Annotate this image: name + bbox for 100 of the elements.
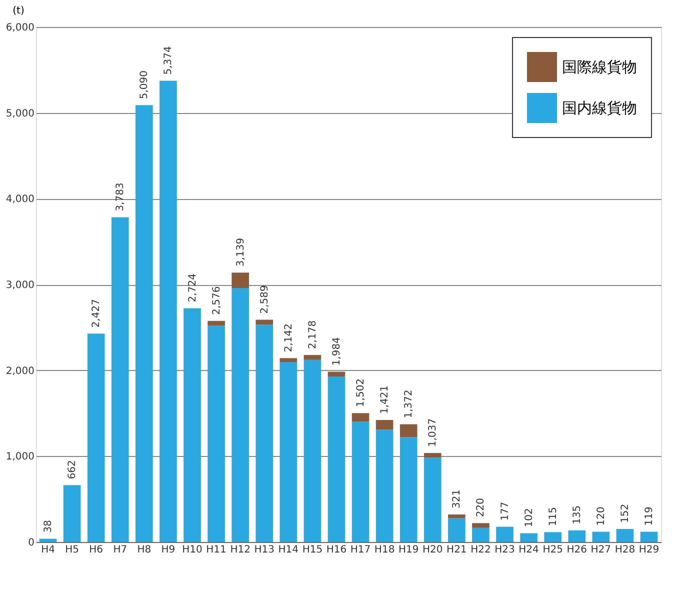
total-label: 38	[43, 520, 54, 533]
y-tick-label: 1,000	[6, 452, 34, 463]
bar	[136, 105, 153, 542]
bar	[496, 526, 514, 542]
bar	[280, 358, 298, 362]
total-label: 1,984	[331, 337, 342, 366]
x-tick-label: H23	[494, 544, 515, 556]
total-label: 2,589	[259, 285, 270, 314]
bar	[520, 533, 538, 542]
bar	[304, 355, 322, 360]
x-tick-label: H21	[446, 544, 467, 556]
total-label: 135	[572, 505, 583, 524]
total-label: 152	[620, 504, 631, 523]
total-label: 119	[644, 506, 655, 526]
total-label: 220	[476, 498, 487, 518]
x-tick-label: H11	[206, 544, 226, 556]
legend-label: 国際線貨物	[562, 58, 637, 76]
x-tick-label: H7	[113, 544, 128, 556]
x-tick-label: H17	[350, 544, 371, 556]
y-axis-title: (t)	[12, 6, 24, 16]
bar	[111, 217, 129, 542]
total-label: 1,372	[404, 390, 415, 418]
bar	[448, 518, 466, 542]
bar	[544, 532, 562, 542]
x-tick-label: H13	[254, 544, 274, 556]
bar	[424, 452, 442, 458]
total-label: 2,724	[187, 274, 198, 302]
total-label: 3,783	[115, 182, 126, 212]
x-tick-label: H12	[230, 544, 250, 556]
x-tick-label: H27	[590, 544, 612, 556]
bar	[424, 458, 442, 542]
bar	[448, 514, 466, 518]
x-tick-label: H9	[161, 544, 176, 556]
y-tick-label: 3,000	[6, 280, 34, 291]
x-tick-label: H18	[374, 544, 395, 556]
bar	[232, 272, 249, 288]
x-tick-label: H14	[278, 544, 299, 556]
total-label: 2,142	[283, 324, 294, 352]
bar	[328, 376, 346, 542]
bar	[568, 530, 586, 542]
bar	[256, 324, 274, 542]
total-label: 662	[67, 460, 78, 480]
bar	[352, 422, 370, 542]
x-tick-label: H19	[398, 544, 419, 556]
y-tick-label: 0	[28, 538, 34, 548]
bar	[184, 308, 201, 542]
x-tick-label: H28	[614, 544, 636, 556]
bar	[208, 326, 225, 542]
x-tick-label: H10	[182, 544, 202, 556]
x-tick-label: H29	[638, 544, 660, 556]
bar	[328, 372, 346, 377]
total-label: 2,427	[91, 299, 102, 328]
total-label: 3,139	[235, 238, 246, 267]
bar	[640, 532, 658, 542]
bar	[232, 288, 249, 542]
bar	[376, 420, 394, 430]
x-tick-label: H8	[137, 544, 152, 556]
total-label: 177	[500, 502, 511, 521]
bar	[376, 430, 394, 542]
y-tick-label: 2,000	[6, 366, 34, 377]
y-tick-label: 4,000	[6, 194, 34, 206]
bar	[472, 528, 490, 542]
total-label: 5,374	[163, 46, 174, 75]
x-tick-label: H6	[89, 544, 104, 556]
bar	[352, 413, 370, 422]
bar	[256, 320, 274, 325]
x-tick-label: H4	[41, 544, 55, 556]
x-tick-label: H22	[470, 544, 491, 556]
x-tick-label: H15	[302, 544, 323, 556]
bar	[87, 334, 105, 542]
total-label: 115	[548, 507, 559, 526]
x-tick-label: H20	[422, 544, 443, 556]
x-tick-label: H25	[542, 544, 563, 556]
bar	[63, 485, 81, 542]
bar	[208, 320, 225, 326]
total-label: 1,421	[380, 385, 391, 414]
total-label: 2,178	[307, 320, 318, 350]
x-tick-label: H5	[65, 544, 80, 556]
total-label: 102	[524, 508, 535, 528]
bar	[400, 424, 418, 438]
bar	[472, 523, 490, 528]
x-tick-label: H16	[326, 544, 347, 556]
bar	[592, 532, 610, 542]
total-label: 2,576	[211, 286, 222, 315]
total-label: 1,037	[428, 418, 439, 447]
y-tick-label: 5,000	[6, 108, 34, 120]
x-tick-label: H24	[518, 544, 539, 556]
total-label: 1,502	[356, 378, 367, 408]
bar	[280, 362, 298, 542]
y-tick-label: 6,000	[6, 22, 34, 34]
bar	[160, 80, 177, 542]
bar	[39, 538, 57, 542]
total-label: 321	[452, 489, 463, 508]
x-tick-label: H26	[566, 544, 587, 556]
legend-label: 国内線貨物	[562, 99, 637, 117]
bar	[304, 360, 322, 542]
bar	[400, 437, 418, 542]
total-label: 120	[596, 506, 607, 526]
total-label: 5,090	[139, 70, 150, 100]
bar	[616, 528, 634, 542]
